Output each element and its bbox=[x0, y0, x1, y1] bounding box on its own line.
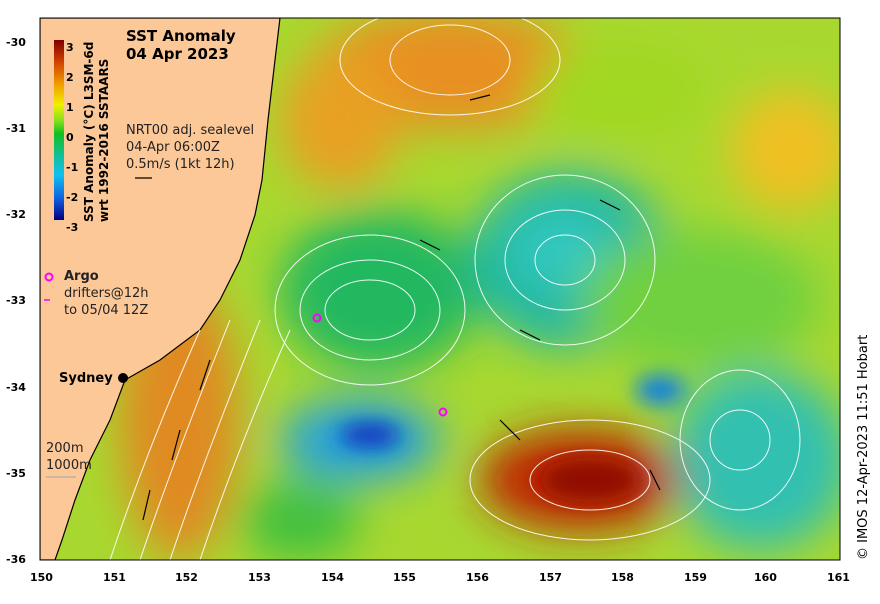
colorbar-tick: 2 bbox=[66, 71, 74, 84]
isobath-label: 1000m bbox=[46, 458, 92, 473]
x-tick: 151 bbox=[103, 571, 126, 584]
isobath-label: 200m bbox=[46, 441, 84, 456]
argo-float bbox=[312, 313, 322, 323]
argo-legend-icon bbox=[44, 272, 54, 282]
y-tick: -32 bbox=[6, 208, 26, 221]
colorbar-label: SST Anomaly (°C) L3SM-6d wrt 1992-2016 S… bbox=[82, 42, 112, 222]
currents-legend: NRT00 adj. sealevel 04-Apr 06:00Z 0.5m/s… bbox=[126, 122, 254, 173]
isobath-legend: 200m 1000m bbox=[46, 440, 92, 474]
x-tick: 157 bbox=[539, 571, 562, 584]
colorbar bbox=[54, 40, 64, 220]
x-tick: 155 bbox=[393, 571, 416, 584]
sst-field bbox=[40, 18, 840, 560]
imos-credit: © IMOS 12-Apr-2023 11:51 Hobart bbox=[856, 334, 871, 560]
colorbar-tick: 0 bbox=[66, 131, 74, 144]
y-tick: -34 bbox=[6, 381, 26, 394]
y-tick: -36 bbox=[6, 553, 26, 566]
legend-line: 0.5m/s (1kt 12h) bbox=[126, 157, 235, 172]
land-nsw bbox=[40, 18, 281, 560]
y-tick: -31 bbox=[6, 122, 26, 135]
colorbar-tick: 1 bbox=[66, 101, 74, 114]
title-line: 04 Apr 2023 bbox=[126, 45, 229, 63]
colorbar-ticks: 3 2 1 0 -1 -2 -3 bbox=[66, 33, 78, 243]
colorbar-tick: -1 bbox=[66, 161, 79, 174]
x-tick: 156 bbox=[466, 571, 489, 584]
colorbar-label-line: wrt 1992-2016 SSTAARS bbox=[97, 58, 111, 222]
current-arrows bbox=[142, 94, 661, 521]
drifters-label: to 05/04 12Z bbox=[64, 303, 149, 318]
argo-label: Argo bbox=[64, 269, 99, 284]
colorbar-label-line: SST Anomaly (°C) L3SM-6d bbox=[82, 41, 96, 222]
x-tick: 158 bbox=[611, 571, 634, 584]
colorbar-tick: -3 bbox=[66, 221, 79, 234]
title-line: SST Anomaly bbox=[126, 27, 236, 45]
sydney-label: Sydney bbox=[59, 371, 113, 386]
x-tick: 153 bbox=[248, 571, 271, 584]
x-tick: 152 bbox=[175, 571, 198, 584]
x-tick: 150 bbox=[30, 571, 53, 584]
drifters-label: drifters@12h bbox=[64, 286, 149, 301]
y-tick: -30 bbox=[6, 36, 26, 49]
sydney-marker bbox=[118, 373, 128, 383]
y-tick: -35 bbox=[6, 467, 26, 480]
sea-level-contours bbox=[109, 18, 801, 560]
colorbar-tick: -2 bbox=[66, 191, 79, 204]
x-tick: 159 bbox=[684, 571, 707, 584]
y-tick: -33 bbox=[6, 294, 26, 307]
argo-legend: Argo drifters@12h to 05/04 12Z bbox=[64, 268, 149, 319]
argo-float bbox=[438, 407, 448, 417]
map-title: SST Anomaly 04 Apr 2023 bbox=[126, 27, 236, 63]
x-tick: 160 bbox=[754, 571, 777, 584]
colorbar-tick: 3 bbox=[66, 41, 74, 54]
legend-line: NRT00 adj. sealevel bbox=[126, 123, 255, 138]
legend-line: 04-Apr 06:00Z bbox=[126, 140, 220, 155]
x-tick: 161 bbox=[827, 571, 850, 584]
x-tick: 154 bbox=[321, 571, 344, 584]
plot-frame bbox=[39, 17, 841, 561]
